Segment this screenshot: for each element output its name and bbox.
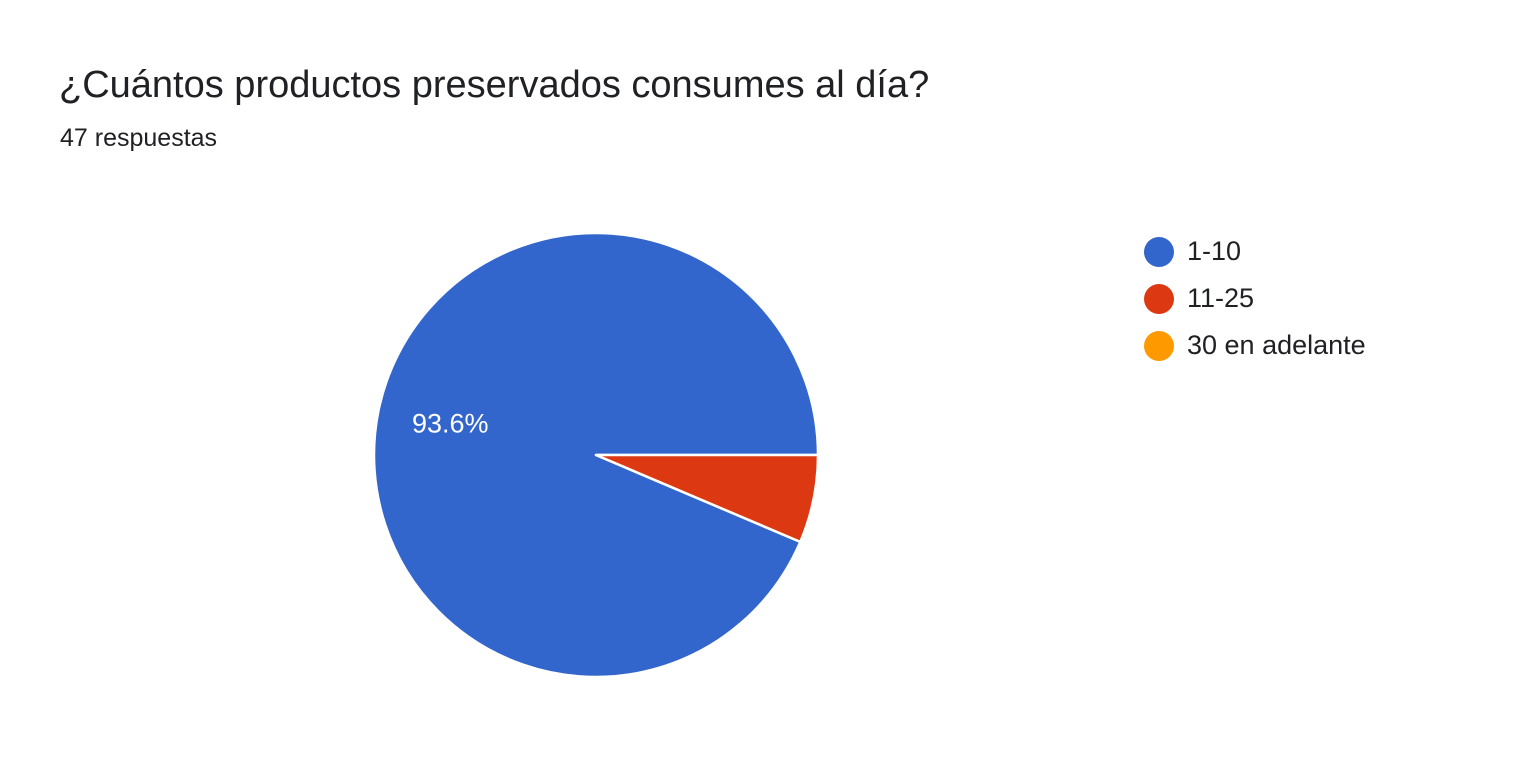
legend-item-1-10[interactable]: 1-10	[1144, 228, 1366, 275]
legend-item-11-25[interactable]: 11-25	[1144, 275, 1366, 322]
legend-label: 11-25	[1187, 283, 1255, 313]
legend-swatch-30-en-adelante	[1144, 330, 1174, 361]
slice-label: 93.6%	[412, 408, 489, 438]
chart-title: ¿Cuántos productos preservados consumes …	[59, 64, 930, 106]
legend-swatch-11-25	[1144, 283, 1174, 314]
legend-label: 1-10	[1187, 236, 1242, 266]
legend-label: 30 en adelante	[1187, 330, 1366, 360]
response-count: 47 respuestas	[60, 124, 218, 152]
legend: 1-10 11-25 30 en adelante	[1144, 228, 1366, 369]
legend-swatch-1-10	[1144, 236, 1174, 267]
pie-slice-11-25[interactable]	[594, 453, 820, 544]
legend-item-30-en-adelante[interactable]: 30 en adelante	[1144, 322, 1366, 369]
